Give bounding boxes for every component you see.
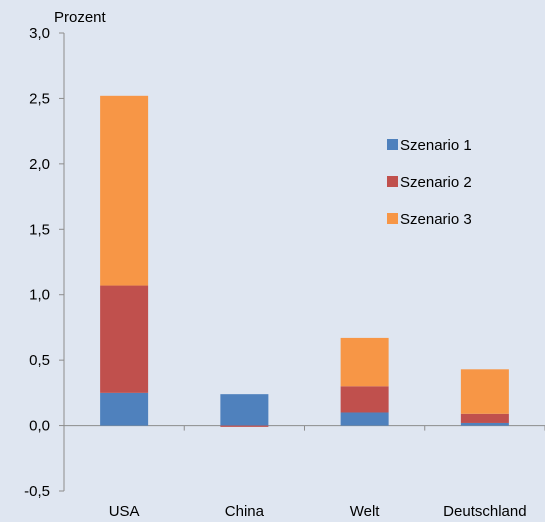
bar-usa-szenario-3 [100, 95, 149, 286]
y-axis-label: Prozent [54, 9, 107, 26]
bar-usa-szenario-2 [100, 285, 149, 393]
legend-label: Szenario 3 [400, 211, 472, 228]
legend-swatch [387, 139, 398, 150]
bar-china-szenario-2 [220, 425, 269, 427]
y-tick-label: -0,5 [24, 483, 50, 500]
bar-china-szenario-1 [220, 394, 269, 426]
y-tick-label: 0,0 [29, 418, 50, 435]
x-tick-label-usa: USA [109, 503, 140, 520]
bars [100, 95, 509, 427]
legend-swatch [387, 176, 398, 187]
legend-label: Szenario 1 [400, 137, 472, 154]
legend-swatch [387, 213, 398, 224]
y-tick-label: 2,0 [29, 156, 50, 173]
bar-deutschland-szenario-2 [460, 413, 509, 423]
bar-welt-szenario-2 [340, 386, 389, 413]
y-tick-label: 2,5 [29, 90, 50, 107]
legend-label: Szenario 2 [400, 174, 472, 191]
bar-welt-szenario-3 [340, 337, 389, 387]
bar-usa-szenario-1 [100, 392, 149, 426]
y-tick-label: 0,5 [29, 352, 50, 369]
x-tick-labels: USA China Welt Deutschland [109, 503, 527, 520]
x-tick-label-welt: Welt [350, 503, 381, 520]
y-tick-labels: -0,5 0,0 0,5 1,0 1,5 2,0 2,5 3,0 [24, 25, 50, 500]
bar-deutschland-szenario-3 [460, 369, 509, 414]
y-tick-label: 1,5 [29, 221, 50, 238]
bar-welt-szenario-1 [340, 412, 389, 426]
bar-deutschland-szenario-1 [460, 422, 509, 426]
legend: Szenario 1 Szenario 2 Szenario 3 [387, 137, 472, 228]
x-tick-label-deutschland: Deutschland [443, 503, 526, 520]
x-tick-label-china: China [225, 503, 265, 520]
y-tick-label: 1,0 [29, 287, 50, 304]
y-tick-label: 3,0 [29, 25, 50, 42]
